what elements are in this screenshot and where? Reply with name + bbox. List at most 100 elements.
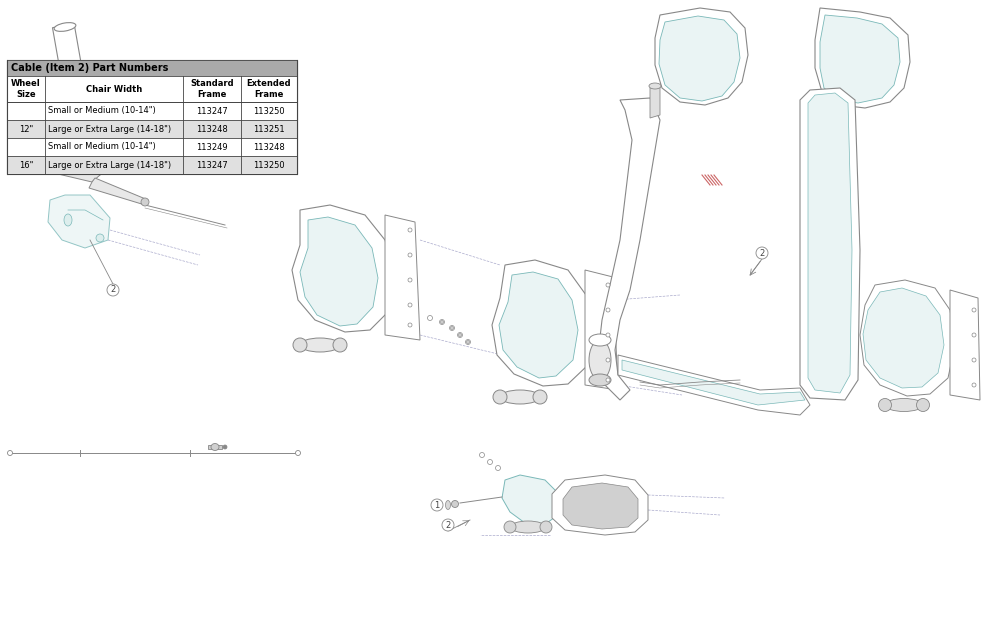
Ellipse shape bbox=[293, 338, 307, 352]
Ellipse shape bbox=[140, 162, 146, 168]
Text: Cable (Item 2) Part Numbers: Cable (Item 2) Part Numbers bbox=[11, 63, 168, 73]
Polygon shape bbox=[68, 117, 90, 139]
Ellipse shape bbox=[408, 278, 412, 282]
Ellipse shape bbox=[466, 341, 470, 344]
Polygon shape bbox=[800, 88, 860, 400]
Ellipse shape bbox=[972, 308, 976, 312]
Text: 113251: 113251 bbox=[253, 125, 285, 134]
Text: 113248: 113248 bbox=[196, 125, 228, 134]
Ellipse shape bbox=[141, 198, 149, 206]
Polygon shape bbox=[860, 280, 955, 396]
Ellipse shape bbox=[916, 399, 930, 411]
Ellipse shape bbox=[589, 334, 611, 346]
Text: Large or Extra Large (14-18"): Large or Extra Large (14-18") bbox=[48, 125, 171, 134]
Ellipse shape bbox=[879, 399, 892, 411]
Text: 113247: 113247 bbox=[196, 106, 228, 115]
FancyBboxPatch shape bbox=[7, 76, 297, 102]
Polygon shape bbox=[622, 360, 805, 405]
Ellipse shape bbox=[223, 445, 227, 449]
Text: 2: 2 bbox=[759, 249, 765, 258]
Polygon shape bbox=[820, 15, 900, 103]
Ellipse shape bbox=[606, 283, 610, 287]
FancyBboxPatch shape bbox=[7, 138, 297, 156]
Ellipse shape bbox=[511, 521, 546, 533]
Ellipse shape bbox=[606, 378, 610, 382]
Ellipse shape bbox=[496, 465, 501, 470]
Ellipse shape bbox=[589, 340, 611, 380]
Polygon shape bbox=[52, 24, 92, 126]
Ellipse shape bbox=[8, 451, 12, 456]
Polygon shape bbox=[89, 178, 148, 205]
Ellipse shape bbox=[500, 390, 540, 404]
Polygon shape bbox=[208, 445, 222, 449]
Ellipse shape bbox=[68, 116, 90, 124]
FancyBboxPatch shape bbox=[7, 60, 297, 76]
Ellipse shape bbox=[96, 234, 104, 242]
Circle shape bbox=[756, 247, 768, 259]
Ellipse shape bbox=[54, 23, 76, 32]
Ellipse shape bbox=[972, 333, 976, 337]
FancyBboxPatch shape bbox=[7, 102, 297, 120]
FancyBboxPatch shape bbox=[7, 60, 297, 174]
Polygon shape bbox=[95, 155, 108, 175]
Polygon shape bbox=[585, 270, 618, 390]
Polygon shape bbox=[618, 355, 810, 415]
Ellipse shape bbox=[452, 501, 458, 508]
Text: 12": 12" bbox=[19, 125, 33, 134]
Ellipse shape bbox=[63, 170, 67, 174]
Text: Large or Extra Large (14-18"): Large or Extra Large (14-18") bbox=[48, 161, 171, 170]
Text: 113248: 113248 bbox=[253, 142, 285, 151]
Ellipse shape bbox=[300, 338, 340, 352]
Text: 16": 16" bbox=[19, 161, 33, 170]
Text: Small or Medium (10-14"): Small or Medium (10-14") bbox=[48, 142, 156, 151]
Circle shape bbox=[431, 499, 443, 511]
Polygon shape bbox=[598, 98, 660, 400]
Ellipse shape bbox=[440, 320, 444, 325]
Ellipse shape bbox=[440, 320, 444, 323]
Ellipse shape bbox=[63, 160, 67, 164]
Ellipse shape bbox=[533, 390, 547, 404]
Polygon shape bbox=[292, 205, 395, 332]
Polygon shape bbox=[48, 195, 110, 248]
Ellipse shape bbox=[408, 228, 412, 232]
Polygon shape bbox=[863, 288, 944, 388]
Circle shape bbox=[145, 157, 157, 169]
Text: 2: 2 bbox=[110, 285, 116, 294]
Ellipse shape bbox=[211, 444, 219, 451]
Ellipse shape bbox=[488, 460, 492, 465]
Polygon shape bbox=[502, 475, 560, 525]
Text: 113247: 113247 bbox=[196, 161, 228, 170]
Polygon shape bbox=[300, 217, 378, 326]
Ellipse shape bbox=[296, 451, 300, 456]
Ellipse shape bbox=[649, 83, 661, 89]
Ellipse shape bbox=[589, 374, 611, 386]
Ellipse shape bbox=[408, 253, 412, 257]
Ellipse shape bbox=[73, 160, 77, 164]
Polygon shape bbox=[499, 272, 578, 378]
Text: Extended
Frame: Extended Frame bbox=[247, 79, 291, 99]
Ellipse shape bbox=[606, 358, 610, 362]
Text: 113250: 113250 bbox=[253, 161, 285, 170]
Ellipse shape bbox=[64, 214, 72, 226]
Ellipse shape bbox=[466, 339, 471, 344]
Circle shape bbox=[107, 284, 119, 296]
Ellipse shape bbox=[480, 453, 484, 458]
Ellipse shape bbox=[504, 521, 516, 533]
Ellipse shape bbox=[408, 303, 412, 307]
Polygon shape bbox=[808, 93, 852, 393]
Polygon shape bbox=[815, 8, 910, 108]
Ellipse shape bbox=[972, 383, 976, 387]
Text: Wheel
Size: Wheel Size bbox=[11, 79, 41, 99]
Ellipse shape bbox=[73, 134, 93, 142]
Text: Chair Width: Chair Width bbox=[86, 84, 142, 94]
Polygon shape bbox=[552, 475, 648, 535]
Circle shape bbox=[442, 519, 454, 531]
Polygon shape bbox=[950, 290, 980, 400]
Polygon shape bbox=[659, 16, 740, 101]
Polygon shape bbox=[563, 483, 638, 529]
Ellipse shape bbox=[458, 332, 462, 337]
Text: Standard
Frame: Standard Frame bbox=[190, 79, 234, 99]
Ellipse shape bbox=[540, 521, 552, 533]
Text: 2: 2 bbox=[445, 520, 451, 529]
Polygon shape bbox=[655, 8, 748, 105]
